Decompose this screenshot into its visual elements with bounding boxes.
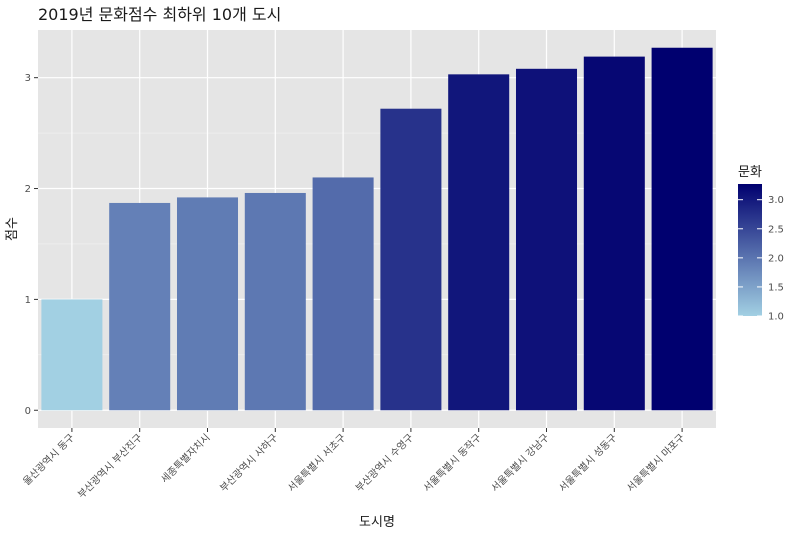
- bar: [380, 108, 442, 411]
- bar: [41, 299, 103, 411]
- bars: [41, 47, 713, 411]
- y-axis: 0 1 2 3: [25, 73, 38, 417]
- y-tick-label: 0: [25, 406, 31, 417]
- legend-colorbar: [738, 184, 762, 316]
- chart-title: 2019년 문화점수 최하위 10개 도시: [38, 5, 281, 24]
- x-tick-label: 울산광역시 동구: [21, 432, 77, 488]
- x-tick-label: 서울특별시 서초구: [285, 432, 348, 495]
- bar: [312, 177, 374, 411]
- x-tick-label: 서울특별시 강남구: [489, 432, 552, 495]
- bar: [448, 74, 510, 411]
- x-tick-label: 세종특별자치시: [159, 432, 213, 486]
- bar: [244, 192, 306, 411]
- legend-tick-label: 3.0: [768, 195, 784, 206]
- x-tick-label: 서울특별시 동작구: [421, 432, 484, 495]
- bar: [515, 68, 578, 411]
- x-tick-label: 부산광역시 부산진구: [76, 432, 145, 501]
- y-tick-label: 3: [25, 73, 31, 84]
- x-tick-label: 서울특별시 마포구: [624, 432, 687, 495]
- y-axis-title: 점수: [5, 217, 20, 241]
- legend: 문화 1.0 1.5 2.0 2.5 3.0: [738, 165, 784, 323]
- y-tick-label: 1: [25, 295, 31, 306]
- bar: [583, 56, 645, 411]
- y-tick-label: 2: [25, 184, 31, 195]
- x-tick-label: 부산광역시 수영구: [353, 432, 416, 495]
- x-tick-label: 부산광역시 사하구: [217, 431, 280, 494]
- x-tick-label: 서울특별시 성동구: [557, 432, 620, 495]
- legend-tick-label: 2.5: [768, 224, 784, 235]
- x-axis-title: 도시명: [359, 515, 395, 530]
- x-axis: 울산광역시 동구 부산광역시 부산진구 세종특별자치시 부산광역시 사하구 서울특별시 …: [21, 428, 687, 501]
- bar: [109, 202, 171, 411]
- legend-tick-label: 2.0: [768, 253, 784, 264]
- bar: [176, 197, 239, 411]
- bar: [651, 47, 713, 411]
- legend-tick-label: 1.5: [768, 282, 784, 293]
- legend-title: 문화: [738, 165, 762, 180]
- legend-tick-label: 1.0: [768, 312, 784, 323]
